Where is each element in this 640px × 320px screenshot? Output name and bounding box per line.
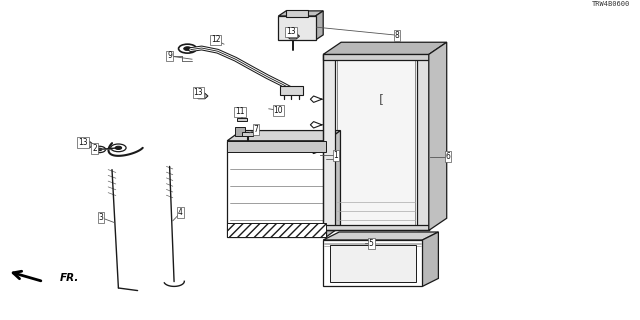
Polygon shape <box>326 131 340 237</box>
Bar <box>227 141 326 237</box>
Circle shape <box>246 144 257 149</box>
Bar <box>323 225 429 230</box>
Polygon shape <box>323 232 438 240</box>
Polygon shape <box>323 42 447 54</box>
Polygon shape <box>195 93 208 99</box>
Polygon shape <box>278 11 323 16</box>
Text: 7: 7 <box>253 125 259 134</box>
Bar <box>235 127 245 136</box>
Text: 11: 11 <box>236 108 244 116</box>
Text: TRW4B0600: TRW4B0600 <box>592 1 630 7</box>
Text: 13: 13 <box>193 88 204 97</box>
Polygon shape <box>81 142 93 148</box>
Bar <box>278 16 316 40</box>
Bar <box>337 58 415 227</box>
Text: 13: 13 <box>286 28 296 36</box>
Circle shape <box>115 146 122 149</box>
Text: 1: 1 <box>333 151 339 160</box>
Circle shape <box>84 143 90 146</box>
Text: 4: 4 <box>178 208 183 217</box>
Bar <box>323 54 429 60</box>
Bar <box>323 240 422 286</box>
Text: 6: 6 <box>445 152 451 161</box>
Circle shape <box>97 148 102 151</box>
Text: 2: 2 <box>92 144 97 153</box>
Text: 9: 9 <box>167 52 172 60</box>
Circle shape <box>290 35 296 38</box>
Circle shape <box>279 144 291 149</box>
Circle shape <box>229 144 241 149</box>
Text: 13: 13 <box>78 138 88 147</box>
Bar <box>237 118 247 121</box>
Polygon shape <box>227 131 340 141</box>
Circle shape <box>184 47 191 51</box>
Circle shape <box>312 144 324 149</box>
Bar <box>286 10 308 17</box>
Text: FR.: FR. <box>60 273 79 283</box>
Bar <box>330 245 416 282</box>
Text: 10: 10 <box>273 106 284 115</box>
Bar <box>227 141 326 152</box>
Bar <box>417 54 429 230</box>
Circle shape <box>262 144 274 149</box>
Polygon shape <box>316 11 323 40</box>
Text: [: [ <box>379 93 384 106</box>
Circle shape <box>198 94 205 98</box>
Text: 8: 8 <box>394 31 399 40</box>
Circle shape <box>296 144 307 149</box>
Polygon shape <box>287 33 300 39</box>
Bar <box>227 223 326 237</box>
Text: 5: 5 <box>369 239 374 248</box>
Text: 12: 12 <box>211 36 220 44</box>
Bar <box>280 86 303 95</box>
Text: 3: 3 <box>99 213 104 222</box>
Polygon shape <box>429 42 447 230</box>
Bar <box>242 132 253 136</box>
Bar <box>323 54 335 230</box>
Polygon shape <box>422 232 438 286</box>
Circle shape <box>287 12 295 15</box>
